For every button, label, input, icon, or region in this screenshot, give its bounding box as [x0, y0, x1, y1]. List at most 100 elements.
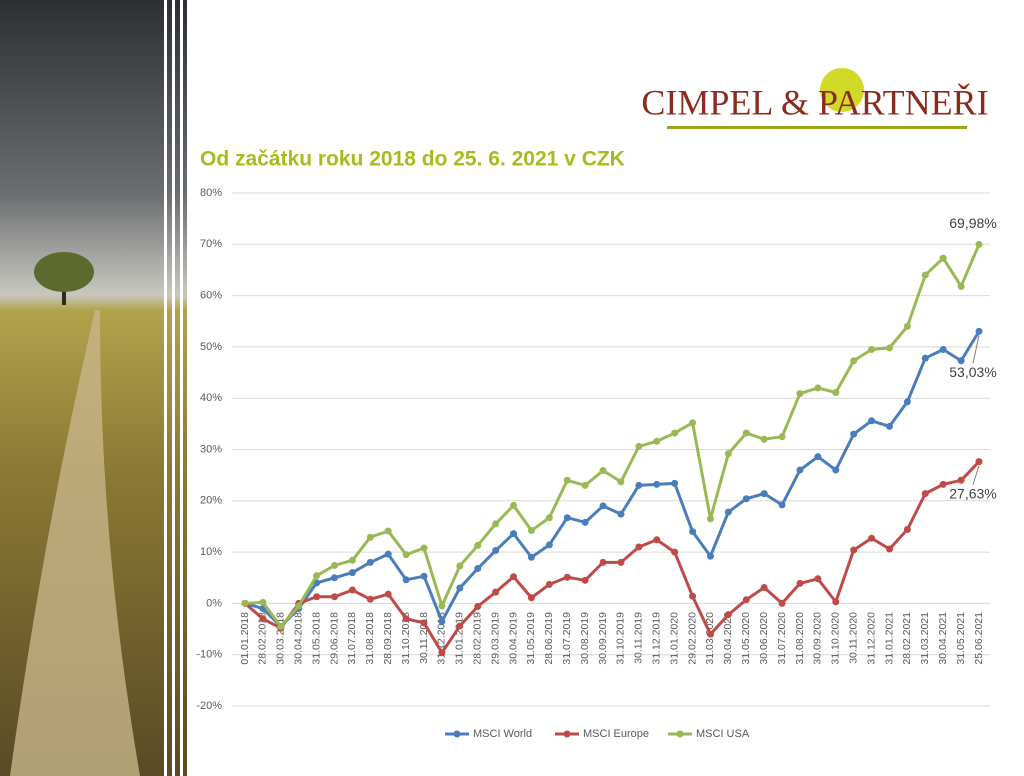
x-tick-label: 28.02.2021	[901, 612, 913, 665]
data-point	[617, 478, 625, 486]
data-point	[617, 558, 625, 566]
chart-title: Od začátku roku 2018 do 25. 6. 2021 v CZ…	[200, 148, 625, 171]
data-point	[545, 514, 553, 522]
x-tick-label: 30.04.2018	[292, 612, 304, 665]
data-point	[384, 527, 392, 535]
data-point	[903, 526, 911, 534]
data-point	[563, 476, 571, 484]
y-tick-label: -10%	[196, 649, 222, 661]
y-tick-label: -20%	[196, 700, 222, 712]
data-point	[331, 561, 339, 569]
y-tick-label: 70%	[200, 238, 222, 250]
x-tick-label: 31.05.2019	[525, 612, 537, 665]
data-point	[456, 562, 464, 570]
data-point	[903, 398, 911, 406]
x-tick-label: 30.04.2019	[507, 612, 519, 665]
data-point	[885, 545, 893, 553]
data-point	[921, 354, 929, 362]
data-point	[814, 575, 822, 583]
data-point	[420, 619, 428, 627]
data-point	[348, 586, 356, 594]
data-point	[313, 572, 321, 580]
data-point	[921, 271, 929, 279]
y-tick-label: 0%	[206, 597, 222, 609]
data-point	[563, 573, 571, 581]
data-point	[742, 596, 750, 604]
data-point	[778, 433, 786, 441]
data-point	[868, 345, 876, 353]
y-tick-label: 50%	[200, 341, 222, 353]
data-point	[760, 435, 768, 443]
x-tick-label: 31.05.2020	[740, 612, 752, 665]
x-tick-label: 31.10.2018	[400, 612, 412, 665]
data-point	[492, 547, 500, 555]
data-point	[313, 593, 321, 601]
data-point	[581, 576, 589, 584]
x-tick-label: 01.01.2018	[239, 612, 251, 665]
data-point	[474, 602, 482, 610]
data-point	[742, 495, 750, 503]
x-tick-label: 31.10.2020	[830, 612, 842, 665]
data-point	[814, 384, 822, 392]
x-tick-label: 31.01.2020	[668, 612, 680, 665]
y-tick-label: 60%	[200, 290, 222, 302]
data-point	[975, 458, 983, 466]
data-point	[366, 533, 374, 541]
data-point	[617, 510, 625, 518]
x-tick-label: 30.11.2019	[633, 612, 645, 664]
x-tick-label: 31.03.2020	[704, 612, 716, 665]
legend-label: MSCI USA	[696, 728, 750, 740]
data-point	[474, 541, 482, 549]
data-point	[671, 429, 679, 437]
y-tick-label: 40%	[200, 392, 222, 404]
data-point	[348, 556, 356, 564]
data-label: 69,98%	[949, 215, 996, 231]
data-point	[706, 515, 714, 523]
x-tick-label: 30.04.2020	[722, 612, 734, 665]
data-point	[671, 479, 679, 487]
data-point	[724, 450, 732, 458]
x-tick-label: 30.04.2021	[937, 612, 949, 665]
legend-marker	[676, 730, 684, 738]
data-label: 53,03%	[949, 364, 996, 380]
data-point	[545, 541, 553, 549]
data-point	[975, 240, 983, 248]
x-tick-label: 30.09.2020	[812, 612, 824, 665]
data-point	[689, 592, 697, 600]
data-point	[438, 617, 446, 625]
x-tick-label: 31.12.2019	[651, 612, 663, 665]
data-point	[850, 546, 858, 554]
data-point	[420, 572, 428, 580]
data-point	[599, 502, 607, 510]
background-photo	[0, 0, 190, 776]
data-point	[492, 520, 500, 528]
y-tick-label: 80%	[200, 187, 222, 199]
data-point	[742, 429, 750, 437]
data-point	[438, 649, 446, 657]
legend-item: MSCI Europe	[555, 728, 649, 740]
data-point	[581, 481, 589, 489]
data-point	[868, 417, 876, 425]
data-point	[259, 615, 267, 623]
data-point	[259, 598, 267, 606]
data-point	[850, 430, 858, 438]
data-point	[939, 254, 947, 262]
x-tick-label: 31.07.2019	[561, 612, 573, 665]
data-point	[975, 327, 983, 335]
data-point	[366, 595, 374, 603]
x-tick-label: 31.07.2018	[346, 612, 358, 665]
leader-line	[972, 465, 980, 485]
data-point	[868, 534, 876, 542]
x-tick-label: 31.05.2018	[310, 612, 322, 665]
data-point	[796, 390, 804, 398]
data-point	[885, 422, 893, 430]
data-point	[295, 602, 303, 610]
data-point	[724, 508, 732, 516]
data-point	[832, 389, 840, 397]
y-tick-label: 30%	[200, 443, 222, 455]
data-point	[510, 501, 518, 509]
data-point	[277, 622, 285, 630]
legend-marker	[453, 730, 461, 738]
x-tick-label: 28.02.2018	[257, 612, 269, 665]
x-tick-label: 31.07.2020	[776, 612, 788, 665]
